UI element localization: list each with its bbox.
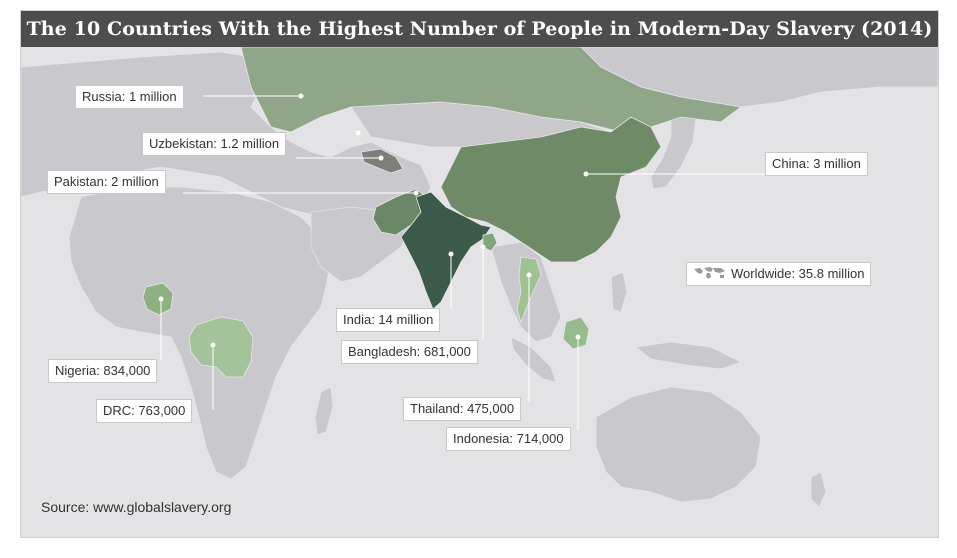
landmass-philippines <box>610 271 628 313</box>
label-india: India: 14 million <box>337 309 440 331</box>
landmass-australia <box>595 386 762 503</box>
landmass-new-guinea <box>635 341 743 370</box>
country-russia <box>240 47 742 133</box>
country-uzbekistan <box>360 148 404 174</box>
landmass-madagascar <box>314 386 334 436</box>
leader-lines <box>160 95 766 430</box>
label-indonesia: Indonesia: 714,000 <box>447 428 570 450</box>
country-nigeria <box>142 282 174 316</box>
source-credit: Source: www.globalslavery.org <box>41 499 232 515</box>
country-indonesia <box>562 316 590 350</box>
label-worldwide-text: Worldwide: 35.8 million <box>731 266 865 281</box>
chart-title: The 10 Countries With the Highest Number… <box>26 18 933 40</box>
country-drc <box>188 316 254 378</box>
label-thailand: Thailand: 475,000 <box>404 398 521 420</box>
label-russia: Russia: 1 million <box>76 86 183 108</box>
map-infographic: The 10 Countries With the Highest Number… <box>20 10 939 538</box>
label-drc: DRC: 763,000 <box>97 400 192 422</box>
world-map <box>21 47 938 537</box>
label-pakistan: Pakistan: 2 million <box>48 171 165 193</box>
landmass-new-zealand <box>810 471 827 508</box>
marker-dots <box>158 93 589 348</box>
title-bar: The 10 Countries With the Highest Number… <box>21 11 938 47</box>
label-bangladesh: Bangladesh: 681,000 <box>342 341 477 363</box>
landmass-sumatra <box>510 336 557 383</box>
label-nigeria: Nigeria: 834,000 <box>49 360 157 382</box>
world-map-icon <box>694 267 725 279</box>
label-uzbekistan: Uzbekistan: 1.2 million <box>143 133 286 155</box>
label-worldwide: Worldwide: 35.8 million <box>687 263 871 285</box>
label-china: China: 3 million <box>766 153 867 175</box>
